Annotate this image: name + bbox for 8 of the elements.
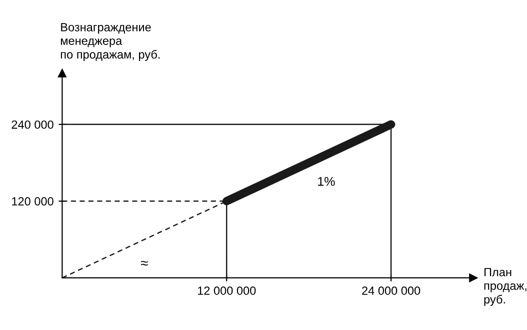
x-tick-label: 12 000 000 (198, 286, 256, 295)
annotation: 1% (318, 177, 335, 186)
annotation: ≈ (140, 260, 148, 266)
y-tick-label: 120 000 (12, 197, 54, 206)
x-axis-title: План продаж, руб. (484, 268, 526, 306)
y-axis-title: Вознаграждение менеджера по продажам, руб. (60, 23, 160, 61)
y-tick-label: 240 000 (12, 120, 54, 129)
x-tick-label: 24 000 000 (362, 286, 420, 295)
